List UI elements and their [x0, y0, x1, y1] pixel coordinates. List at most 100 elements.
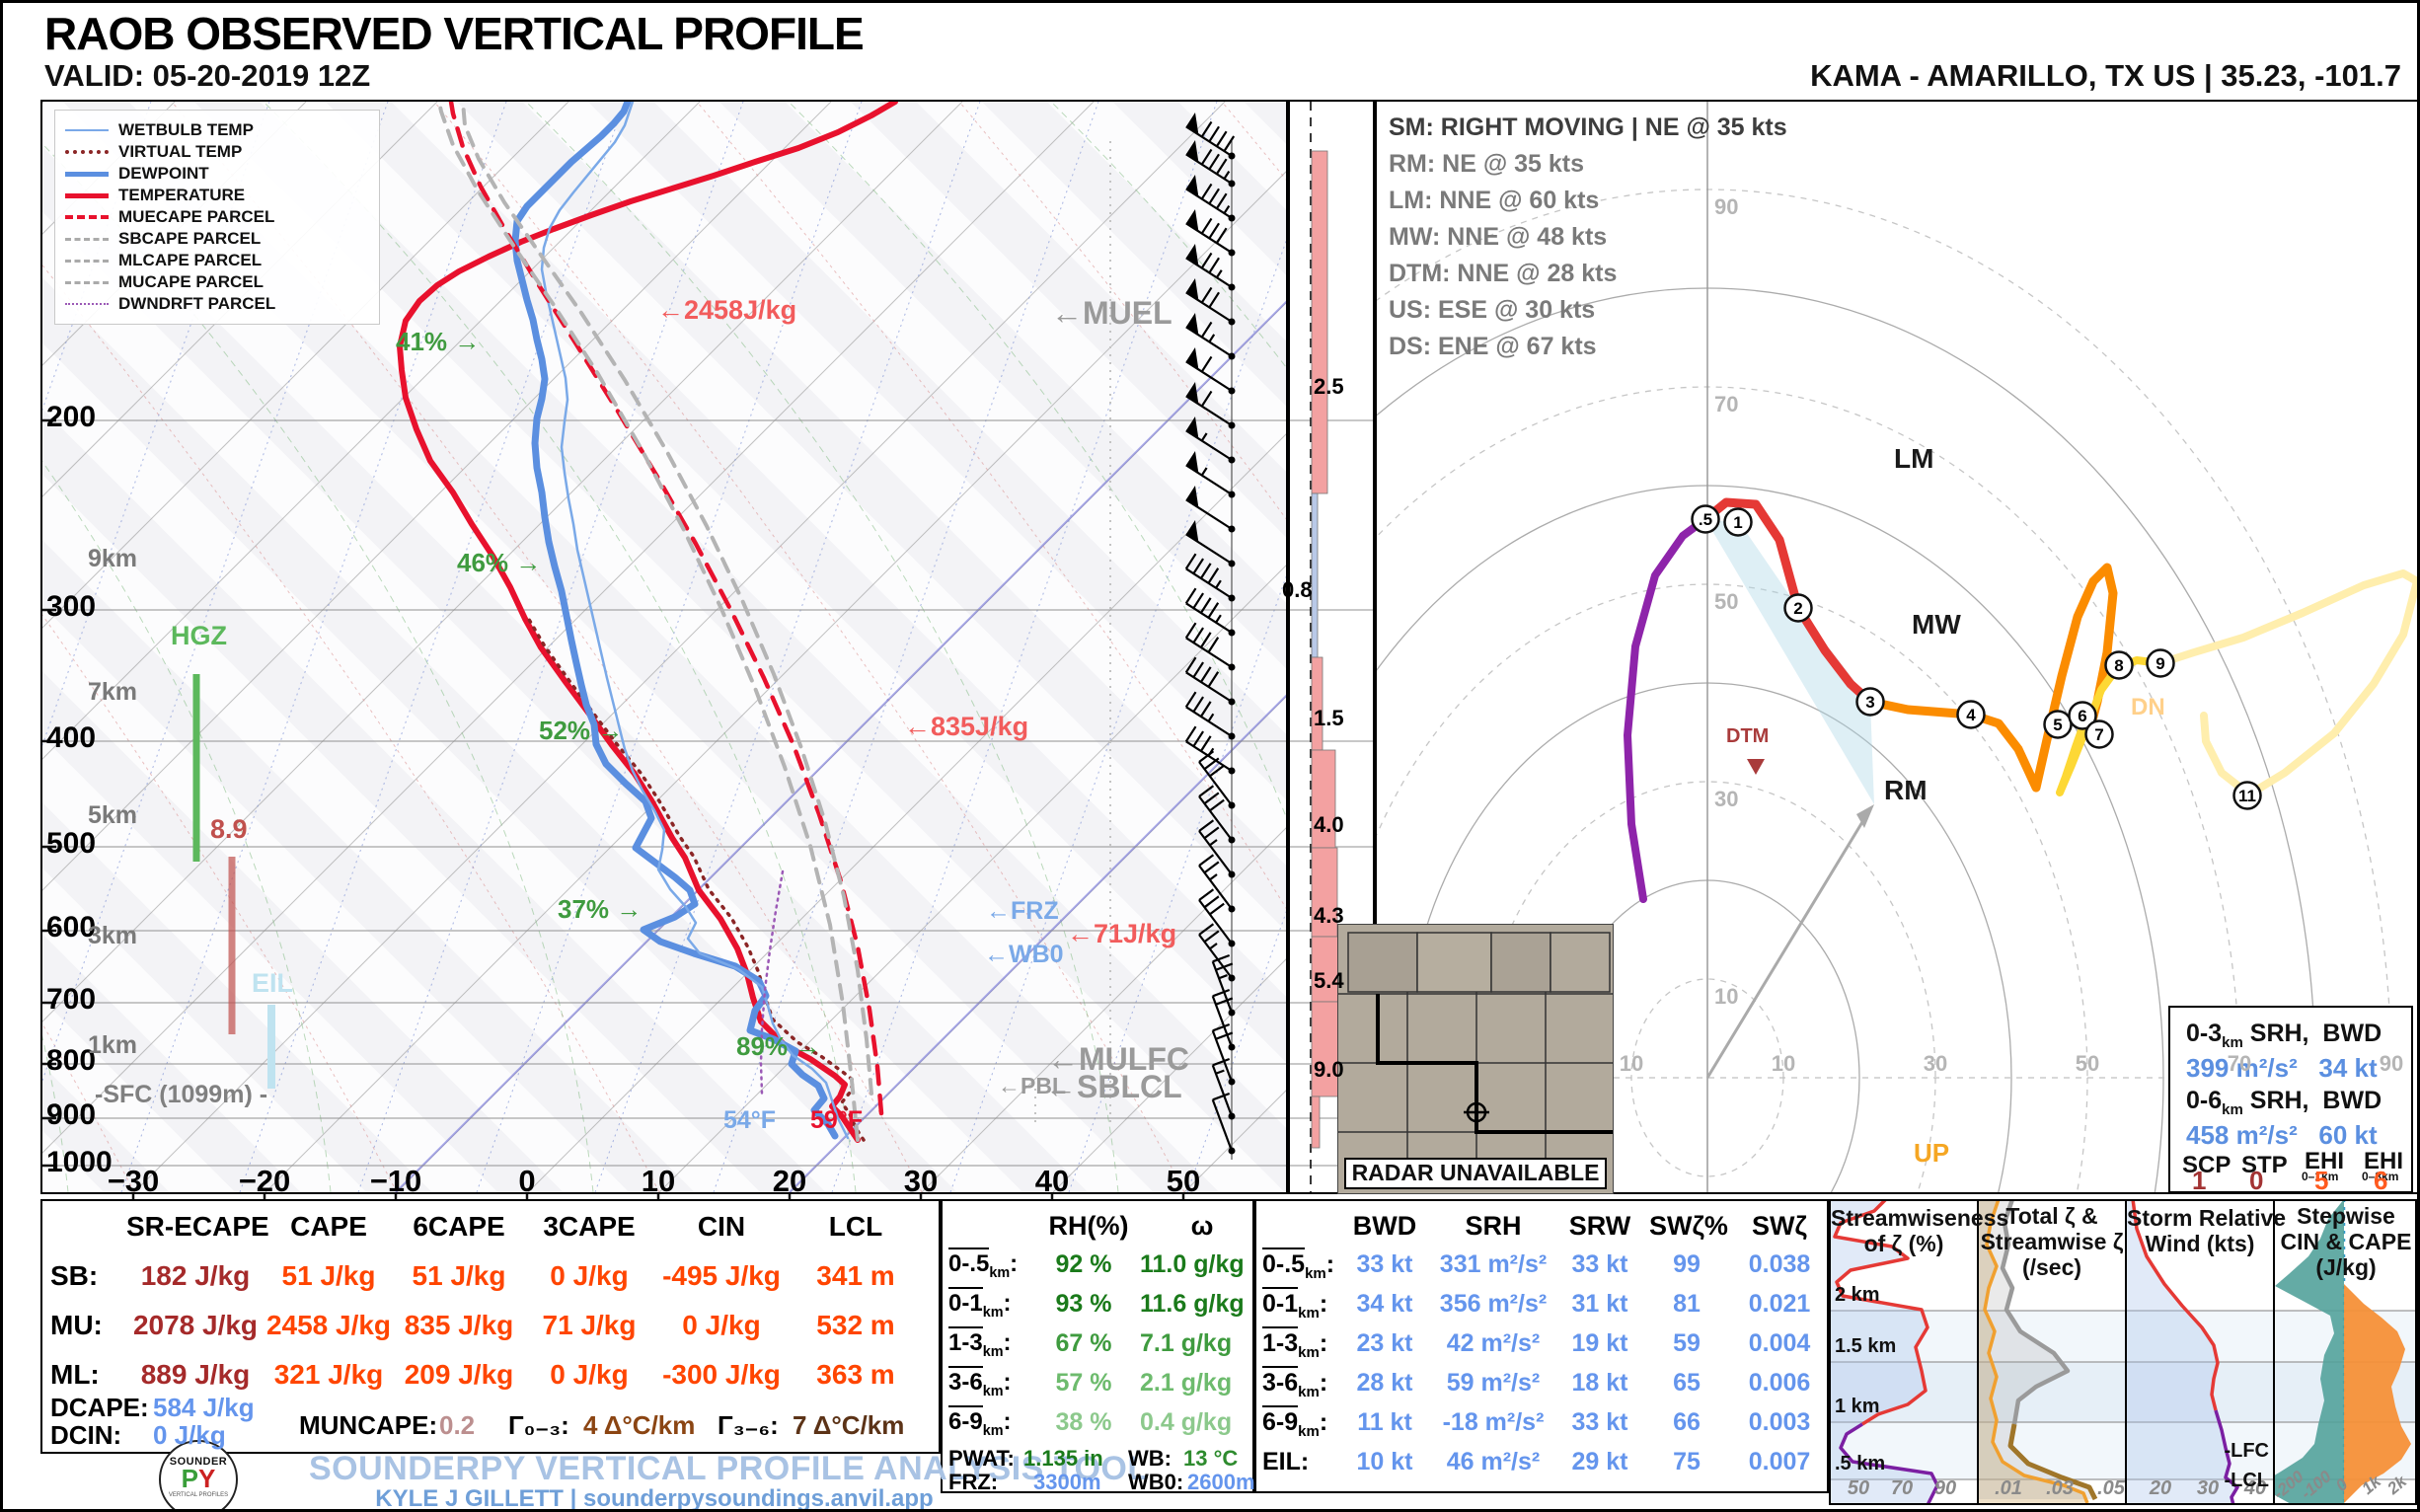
skewt-annotation: 54°F	[723, 1106, 777, 1134]
hodo-ring-label: 30	[1714, 787, 1739, 811]
thermo-cell: 363 m	[816, 1359, 895, 1390]
thermo-cell: 0 J/kg	[550, 1260, 629, 1291]
ehi3-value: 6	[2374, 1166, 2388, 1195]
lapse03-value: 4 Δ°C/km	[583, 1410, 696, 1440]
legend-line-sample	[65, 237, 109, 241]
kine-cell: 33 kt	[1571, 1250, 1628, 1278]
thermo-cell: 51 J/kg	[281, 1260, 376, 1291]
svg-text:4: 4	[1966, 706, 1976, 724]
kine-cell: 33 kt	[1356, 1250, 1413, 1278]
svg-text:3: 3	[1865, 693, 1874, 712]
kine-cell: 0.021	[1748, 1290, 1811, 1318]
svg-text:7: 7	[2094, 725, 2103, 744]
mini-tick: 20	[2149, 1477, 2172, 1499]
srh-composite-box: 0-3km SRH, BWD 399 m²/s² 34 kt 0-6km SRH…	[2168, 1006, 2413, 1195]
hodo-info-line: DS: ENE @ 67 kts	[1389, 333, 1597, 360]
footer-title: SOUNDERPY VERTICAL PROFILE ANALYSIS TOOL	[309, 1450, 1149, 1487]
mini3-mark: -LFC	[2224, 1440, 2269, 1462]
x-tick-label: 20	[772, 1164, 807, 1198]
legend-item: SBCAPE PARCEL	[65, 229, 369, 249]
scp-value: 1	[2192, 1166, 2207, 1195]
srh06-values: 458 m²/s² 60 kt	[2186, 1120, 2378, 1150]
kine-cell: 19 kt	[1571, 1329, 1628, 1357]
kine-cell: 33 kt	[1571, 1408, 1628, 1436]
mini-tick: .03	[2046, 1477, 2074, 1499]
svg-text:9: 9	[2155, 654, 2164, 673]
logo-small-text: VERTICAL PROFILES	[168, 1492, 229, 1498]
mini-tick: 50	[1847, 1477, 1870, 1499]
dcape-value: 584 J/kg	[153, 1393, 255, 1422]
bar-value-label: 1.5	[1314, 706, 1344, 730]
omega-value: 0.4 g/kg	[1140, 1408, 1233, 1436]
hodo-label-rm: RM	[1884, 775, 1928, 805]
kine-cell: 0.007	[1748, 1448, 1811, 1475]
thermo-cell: 182 J/kg	[140, 1260, 251, 1291]
rh-value: 38 %	[1055, 1408, 1112, 1436]
legend-label: DWNDRFT PARCEL	[118, 294, 276, 313]
legend-label: MLCAPE PARCEL	[118, 251, 263, 269]
thermo-row-label: SB:	[50, 1260, 99, 1291]
svg-text:1: 1	[1733, 513, 1742, 532]
x-tick-label: −30	[107, 1164, 160, 1198]
mini-tick: .01	[1995, 1477, 2022, 1499]
srh06-label: 0-6km SRH, BWD	[2186, 1087, 2382, 1118]
legend-label: DEWPOINT	[118, 164, 209, 183]
mini-tick: .05	[2097, 1477, 2125, 1499]
stp-header: STP	[2241, 1152, 2288, 1178]
rh-value: 57 %	[1055, 1369, 1112, 1397]
legend-item: VIRTUAL TEMP	[65, 142, 369, 162]
lapse03-label: Γ₀₋₃:	[508, 1410, 569, 1440]
hodo-ring-label: 70	[2227, 1051, 2252, 1076]
mini1-ylabel: 2 km	[1835, 1284, 1880, 1306]
rh-box-bg	[941, 1199, 1254, 1493]
muncape-value: 0.2	[439, 1410, 476, 1440]
mini-band-2	[1829, 1362, 2417, 1422]
pressure-label: 700	[46, 983, 97, 1016]
mini1-title: of ζ (%)	[1863, 1231, 1944, 1256]
bar-value-label: 2.5	[1314, 374, 1344, 399]
kine-cell: 66	[1673, 1408, 1701, 1436]
legend-line-sample	[65, 171, 109, 177]
kine-cell: 81	[1673, 1290, 1701, 1318]
ehi3-header: EHI	[2364, 1148, 2404, 1174]
legend-label: SBCAPE PARCEL	[118, 229, 262, 248]
skewt-annotation: 41% →	[396, 327, 481, 356]
ehi1-sub: 0–1km	[2302, 1170, 2339, 1183]
kine-row-label: 3-6km:	[1262, 1366, 1327, 1400]
footer-subtitle: KYLE J GILLETT | sounderpysoundings.anvi…	[375, 1485, 934, 1512]
mini-divider-2	[2125, 1199, 2127, 1505]
thermo-cell: -495 J/kg	[662, 1260, 781, 1291]
legend-label: WETBULB TEMP	[118, 120, 254, 139]
kine-cell: 75	[1673, 1448, 1701, 1475]
srh03-values: 399 m²/s² 34 kt	[2186, 1053, 2378, 1083]
skewt-annotation: ←MUEL	[1051, 295, 1172, 331]
legend-line-sample	[65, 259, 109, 263]
skewt-annotation: ←WB0	[984, 941, 1064, 968]
rh-header: RH(%)	[1048, 1211, 1129, 1241]
legend-label: MUECAPE PARCEL	[118, 207, 275, 226]
thermo-box-bg	[40, 1199, 941, 1454]
radar-inset: RADAR UNAVAILABLE	[1337, 924, 1614, 1194]
legend-item: MUECAPE PARCEL	[65, 207, 369, 227]
kine-cell: 31 kt	[1571, 1290, 1628, 1318]
mini4-title: CIN & CAPE	[2280, 1229, 2412, 1254]
skewt-annotation: 89% →	[736, 1031, 821, 1061]
rh-row-label: 1-3km:	[948, 1326, 1012, 1360]
kine-cell: 34 kt	[1356, 1290, 1413, 1318]
legend-item: WETBULB TEMP	[65, 120, 369, 140]
kine-cell: 23 kt	[1356, 1329, 1413, 1357]
pressure-label: 900	[46, 1098, 97, 1131]
mini-divider-1	[1977, 1199, 1979, 1505]
skewt-annotation: ←SBLCL	[1045, 1069, 1182, 1104]
thermo-cell: 889 J/kg	[140, 1359, 251, 1390]
pressure-label: 200	[46, 401, 97, 433]
thermo-header: CIN	[697, 1211, 746, 1242]
mini4-title: (J/kg)	[2315, 1254, 2377, 1280]
rh-row-label: 0-1km:	[948, 1287, 1012, 1321]
thermo-header: 6CAPE	[413, 1211, 505, 1242]
kine-header: SWζ%	[1649, 1211, 1728, 1241]
kine-cell: 18 kt	[1571, 1369, 1628, 1397]
hodo-info-line: MW: NNE @ 48 kts	[1389, 223, 1608, 251]
svg-text:6: 6	[2078, 707, 2086, 725]
rh-value: 92 %	[1055, 1250, 1112, 1278]
